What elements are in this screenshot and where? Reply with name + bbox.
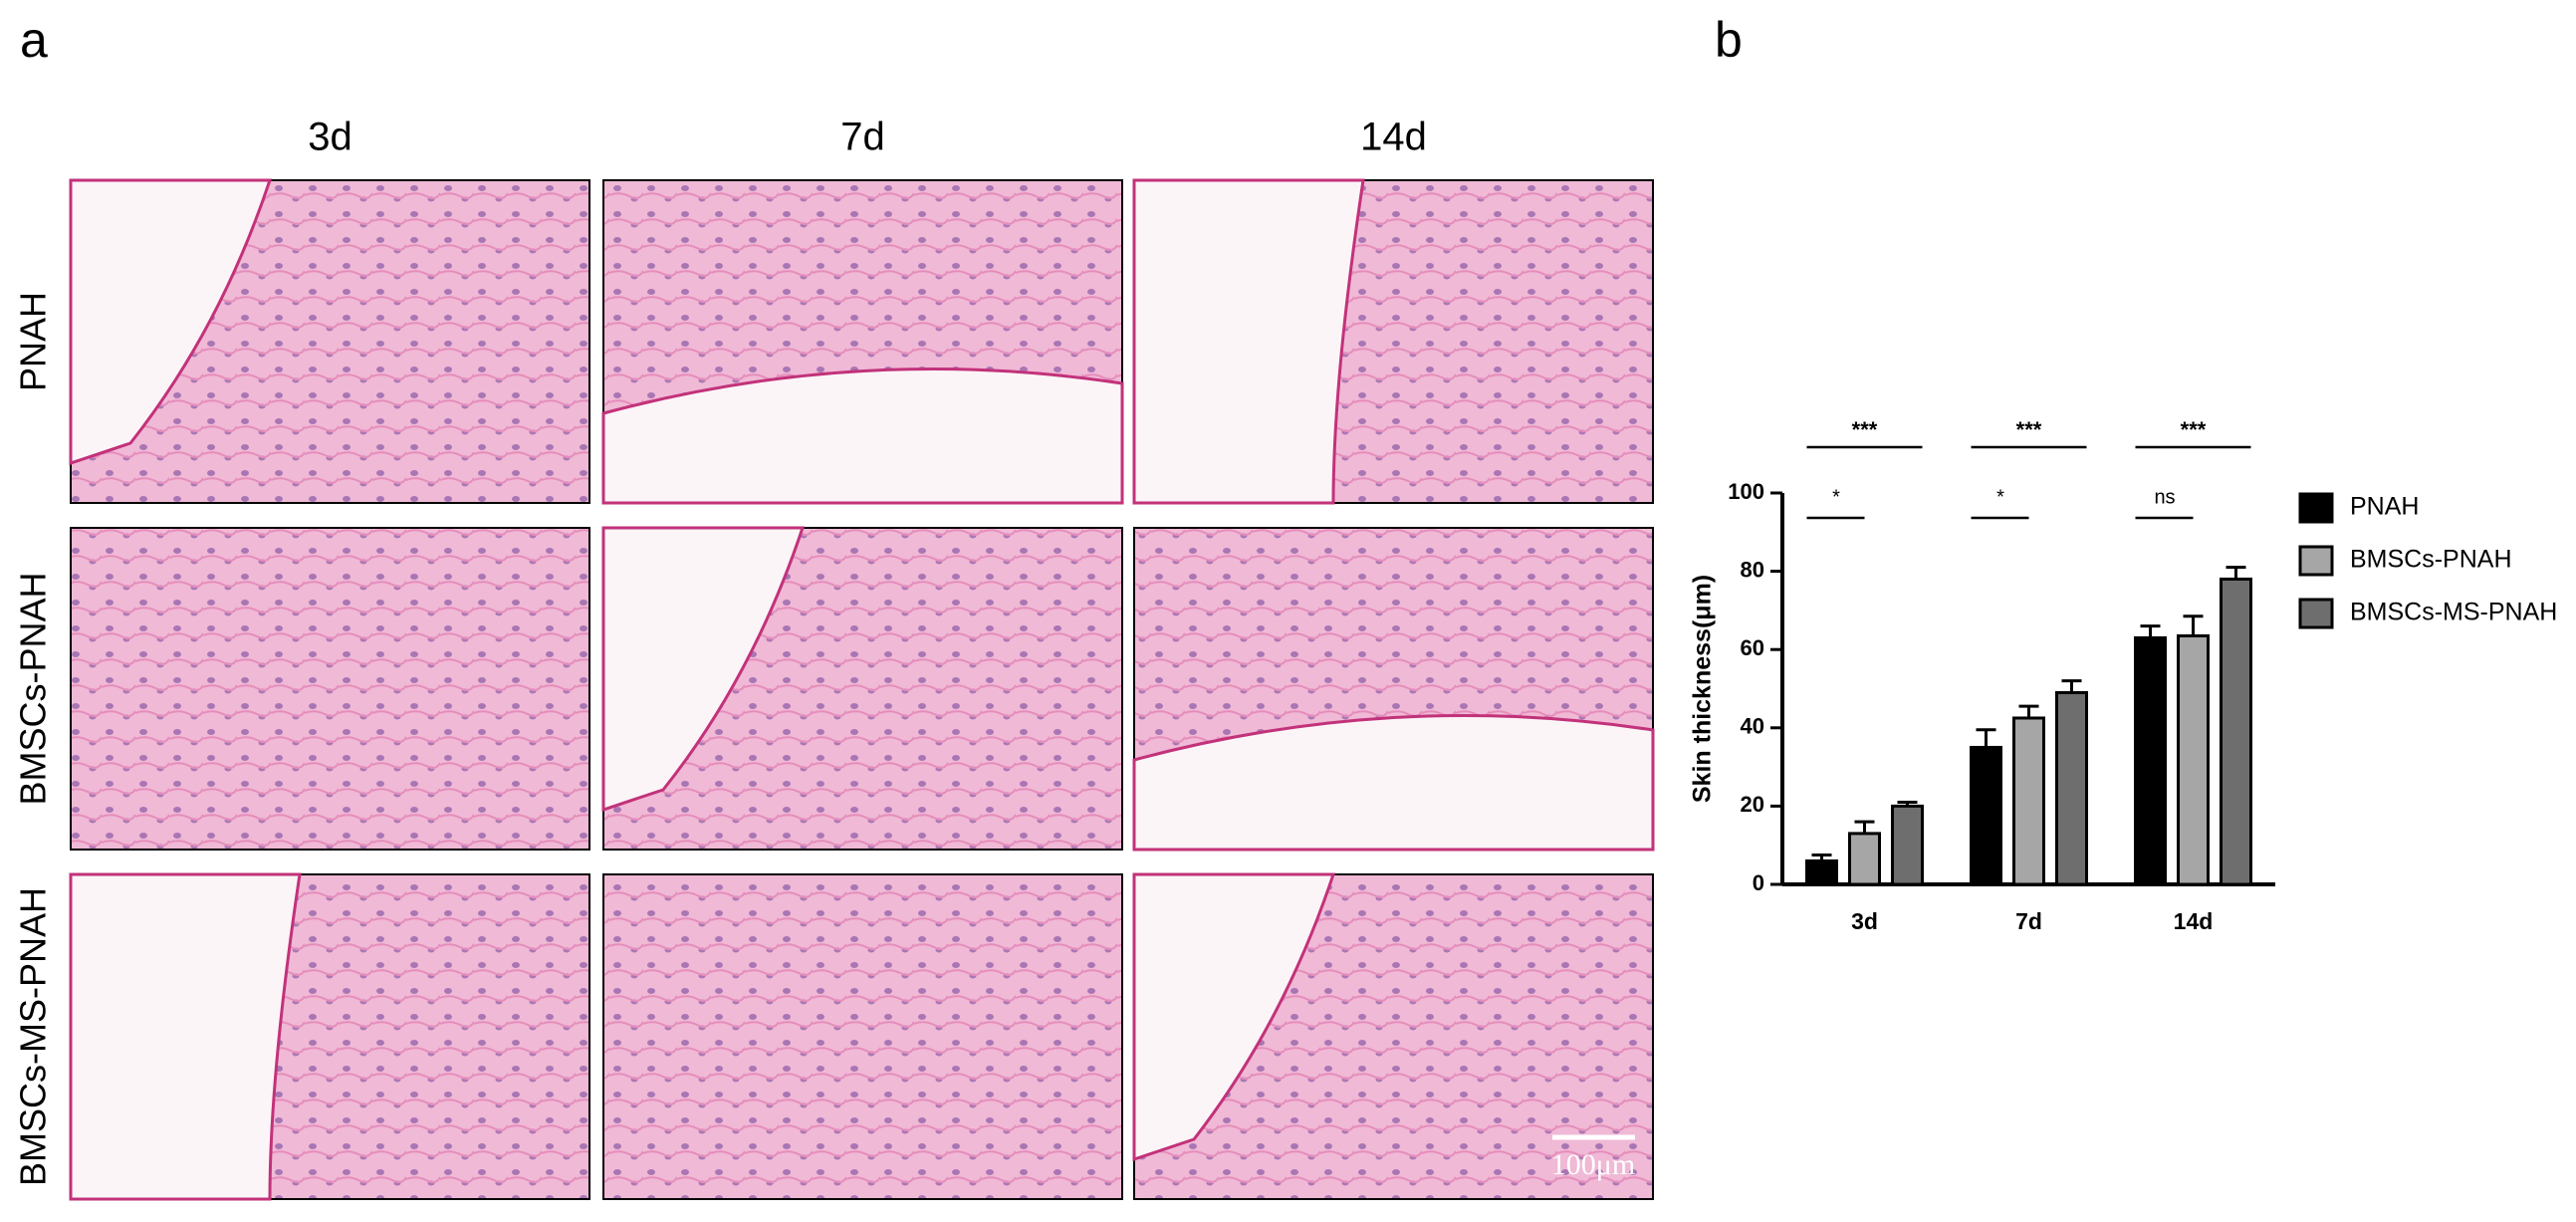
- error-bar: [2018, 704, 2039, 718]
- significance-label: ***: [1852, 417, 1878, 442]
- significance-label: *: [1832, 486, 1840, 508]
- legend-swatch: [2298, 598, 2334, 629]
- significance-label: ns: [2154, 486, 2175, 508]
- bar: [1970, 745, 2002, 886]
- significance-label: ***: [2181, 417, 2207, 442]
- legend-label: BMSCs-PNAH: [2350, 546, 2512, 574]
- error-bar: [2183, 614, 2204, 636]
- bar: [2220, 577, 2252, 886]
- column-label: 14d: [1360, 116, 1427, 159]
- y-tick-label: 40: [1741, 714, 1764, 739]
- y-tick-label: 100: [1728, 479, 1764, 504]
- y-tick-label: 80: [1741, 557, 1764, 582]
- y-tick-label: 0: [1753, 870, 1764, 895]
- legend-label: BMSCs-MS-PNAH: [2350, 599, 2557, 626]
- x-tick-label: 7d: [2015, 908, 2042, 934]
- background-region: [601, 367, 1124, 505]
- legend-label: PNAH: [2350, 493, 2419, 521]
- legend-swatch: [2298, 492, 2334, 524]
- legend-swatch: [2298, 545, 2334, 577]
- panel-label: b: [1715, 12, 1743, 68]
- x-tick-label: 14d: [2174, 908, 2214, 934]
- row-label: BMSCs-MS-PNAH: [13, 887, 54, 1186]
- error-bar: [1976, 728, 1996, 748]
- histology-image: [602, 873, 1123, 1200]
- error-bar: [2140, 624, 2161, 638]
- background-region: [1132, 178, 1365, 505]
- error-bar: [2225, 566, 2246, 580]
- bar: [1891, 804, 1924, 886]
- error-bar: [1811, 854, 1832, 861]
- histology-image: [70, 527, 590, 851]
- panel-label: a: [20, 12, 48, 68]
- bar: [2012, 716, 2045, 886]
- bar: [1805, 858, 1838, 886]
- panel-a: 3d 7d 14d PNAH BMSCs-PNAH BMSCs-MS-PNAH 100μm: [13, 116, 1655, 1201]
- background-region: [1132, 713, 1655, 852]
- row-label: BMSCs-PNAH: [13, 572, 54, 805]
- bar: [2134, 635, 2167, 886]
- x-tick-label: 3d: [1851, 908, 1878, 934]
- background-region: [1132, 872, 1336, 1162]
- scale-bar-label: 100μm: [1551, 1148, 1635, 1181]
- column-label: 7d: [840, 116, 885, 159]
- column-label: 3d: [308, 116, 352, 159]
- background-region: [69, 178, 273, 466]
- background-region: [69, 872, 302, 1201]
- background-region: [601, 526, 806, 813]
- y-axis-label: Skin thickness(μm): [1689, 575, 1717, 803]
- error-bar: [1854, 820, 1875, 834]
- significance-label: *: [1996, 486, 2004, 508]
- error-bar: [2061, 679, 2082, 693]
- bar: [2177, 633, 2210, 886]
- row-label: PNAH: [13, 292, 54, 391]
- error-bar: [1897, 800, 1918, 807]
- bar: [2055, 690, 2088, 886]
- y-tick-label: 60: [1741, 635, 1764, 660]
- significance-label: ***: [2016, 417, 2042, 442]
- y-tick-label: 20: [1741, 792, 1764, 817]
- bar: [1848, 832, 1881, 886]
